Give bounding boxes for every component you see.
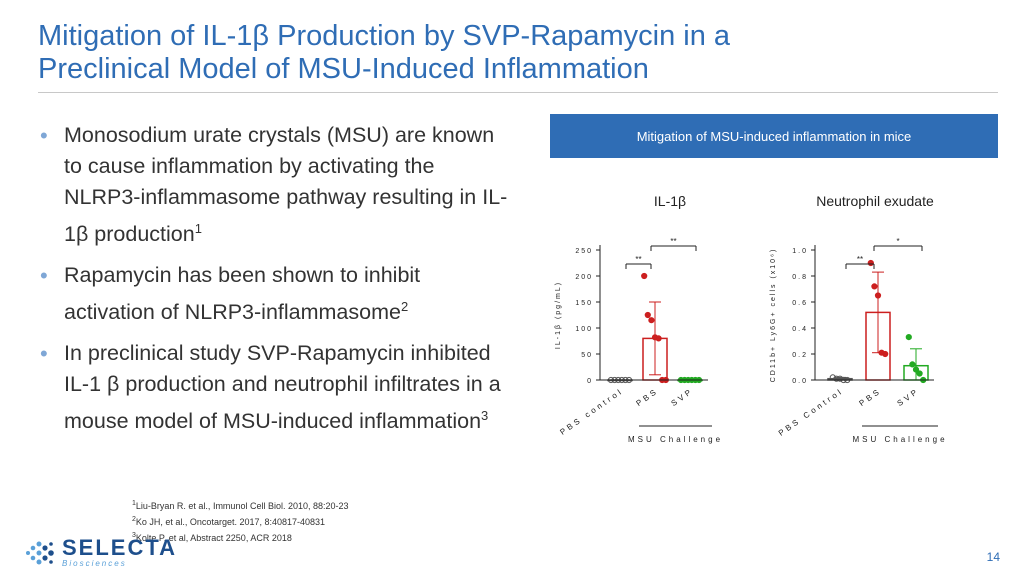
page-number: 14 <box>986 550 1000 564</box>
x-tick-label: PBS <box>634 386 660 408</box>
x-tick-label: PBS <box>857 386 883 408</box>
y-tick-label: 0.8 <box>792 274 808 281</box>
bullet-dot-icon: • <box>40 263 48 289</box>
y-tick-label: 100 <box>575 326 593 333</box>
bullet-dot-icon: • <box>40 341 48 367</box>
significance-label: ** <box>670 237 676 246</box>
bullet-item: • In preclinical study SVP-Rapamycin inhi… <box>38 338 508 437</box>
x-tick-label: SVP <box>895 386 921 408</box>
x-tick-label: PBS control <box>558 386 625 437</box>
y-axis-label: CD11b+ Ly6G+ cells (x10⁶) <box>770 248 777 383</box>
significance-label: * <box>896 237 899 246</box>
data-point <box>648 317 655 324</box>
y-tick-label: 150 <box>575 300 593 307</box>
data-point <box>909 361 916 368</box>
y-tick-label: 250 <box>575 248 593 255</box>
data-point <box>867 259 874 267</box>
bullet-text: Rapamycin has been shown to inhibit acti… <box>64 263 421 325</box>
logo-mark-icon <box>26 541 54 564</box>
y-tick-label: 200 <box>575 274 593 281</box>
y-tick-label: 50 <box>581 352 593 359</box>
chart-banner: Mitigation of MSU-induced inflammation i… <box>550 114 998 158</box>
significance-label: ** <box>635 255 641 264</box>
reference-item: 2Ko JH, et al., Oncotarget. 2017, 8:4081… <box>132 516 326 527</box>
references: 1Liu-Bryan R. et al., Immunol Cell Biol.… <box>132 497 349 545</box>
data-point <box>655 335 662 342</box>
reference-item: 3Kolte P. et al, Abstract 2250, ACR 2018 <box>132 532 292 543</box>
y-tick-label: 0 <box>587 378 593 385</box>
title-divider <box>38 92 998 93</box>
bullet-item: • Monosodium urate crystals (MSU) are kno… <box>38 120 508 250</box>
bullet-item: • Rapamycin has been shown to inhibit act… <box>38 260 508 328</box>
data-point <box>882 350 889 358</box>
group-label: MSU Challenge <box>628 435 723 444</box>
slide-title: Mitigation of IL-1β Production by SVP-Ra… <box>38 20 998 86</box>
chart-title: Neutrophil exudate <box>816 193 934 209</box>
company-logo: SELECTA Biosciences <box>22 537 177 568</box>
data-point <box>912 366 920 373</box>
bullet-text: Monosodium urate crystals (MSU) are know… <box>64 123 508 247</box>
bullet-list: • Monosodium urate crystals (MSU) are kno… <box>38 120 508 447</box>
x-tick-label: PBS Control <box>777 386 845 438</box>
title-line-2: Preclinical Model of MSU-Induced Inflamm… <box>38 53 649 85</box>
bullet-dot-icon: • <box>40 123 48 148</box>
bullet-ref: 3 <box>481 408 489 424</box>
data-point <box>874 292 882 299</box>
charts-area: IL-1β 0 50 100 150 200 250 IL-1β (pg/mL) PBS con… <box>555 193 947 444</box>
chart-title: IL-1β <box>654 193 686 209</box>
y-tick-label: 0.4 <box>792 326 808 333</box>
data-point <box>905 334 912 341</box>
y-tick-label: 0.6 <box>792 300 808 307</box>
y-axis-label: IL-1β (pg/mL) <box>555 281 562 349</box>
logo-subtitle: Biosciences <box>62 559 127 568</box>
y-tick-label: 0.0 <box>792 378 808 385</box>
data-point <box>833 375 840 382</box>
data-point <box>641 272 648 280</box>
logo-wordmark: SELECTA <box>62 535 178 560</box>
data-point <box>916 370 923 377</box>
data-point <box>871 283 878 290</box>
bullet-ref: 2 <box>400 299 409 315</box>
y-tick-label: 0.2 <box>792 352 808 359</box>
title-line-1: Mitigation of IL-1β Production by SVP-Ra… <box>38 20 731 52</box>
group-label: MSU Challenge <box>852 435 947 444</box>
x-tick-label: SVP <box>669 386 695 408</box>
data-point <box>644 311 651 319</box>
y-tick-label: 1.0 <box>792 248 808 255</box>
bullet-ref: 1 <box>194 221 202 236</box>
significance-label: ** <box>857 255 863 264</box>
reference-item: 1Liu-Bryan R. et al., Immunol Cell Biol.… <box>132 500 349 511</box>
bullet-text: In preclinical study SVP-Rapamycin inhib… <box>64 341 501 434</box>
data-point <box>836 375 844 382</box>
